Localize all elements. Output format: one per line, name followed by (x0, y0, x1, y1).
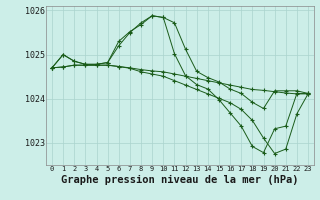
X-axis label: Graphe pression niveau de la mer (hPa): Graphe pression niveau de la mer (hPa) (61, 175, 299, 185)
